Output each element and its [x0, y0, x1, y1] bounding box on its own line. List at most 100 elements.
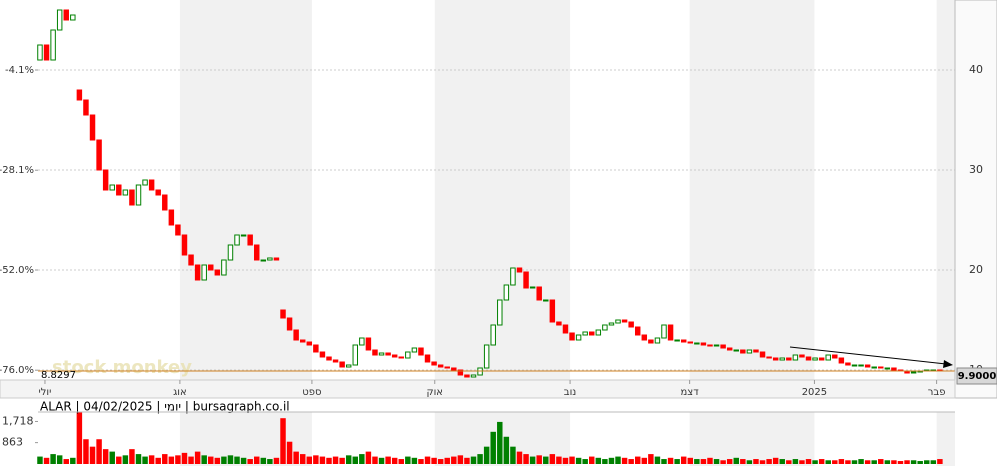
volume-bar	[43, 457, 50, 464]
volume-bar	[707, 457, 713, 464]
candle-down	[700, 342, 707, 346]
volume-bar	[142, 456, 148, 464]
volume-bar	[221, 456, 227, 464]
candle-up	[359, 337, 365, 346]
candle-down	[786, 357, 792, 361]
candle-up	[227, 244, 234, 261]
volume-bar	[864, 460, 871, 464]
info-line: ALAR | 04/02/2025 | יומי | bursagraph.co…	[40, 400, 290, 414]
candle-down	[83, 99, 89, 116]
candle-up	[56, 9, 63, 31]
volume-bar	[260, 457, 267, 464]
volume-bar	[398, 459, 404, 464]
axes: יוליאוגספטאוקנובדצמ2025פבר10203040-4.1%-…	[0, 63, 997, 449]
volume-bar	[286, 441, 293, 464]
volume-bar	[575, 457, 582, 464]
x-tick-label: 2025	[802, 387, 827, 398]
volume-bar	[845, 460, 851, 464]
volume-bar	[661, 459, 667, 464]
volume-bar	[122, 455, 129, 464]
candle-down	[726, 347, 733, 351]
candle-down	[437, 364, 444, 368]
candle-up	[122, 189, 129, 196]
candle-down	[838, 357, 845, 364]
volume-bar	[786, 460, 792, 464]
volume-tick-label: 1,718	[2, 414, 34, 427]
volume-bar	[569, 456, 575, 464]
volume-bar	[464, 457, 470, 464]
candle-down	[372, 349, 378, 356]
x-tick-label: אוק	[426, 387, 443, 398]
volume-bar	[904, 460, 910, 464]
volume-bar	[155, 457, 161, 464]
candle-up	[792, 354, 799, 361]
y2-tick-label: -52.0%	[0, 265, 34, 276]
volume-bar	[812, 460, 818, 464]
candle-down	[43, 44, 50, 61]
volume-bar	[214, 457, 221, 464]
candle-down	[168, 209, 175, 226]
candle-up	[135, 184, 142, 206]
volume-bar	[162, 454, 168, 464]
candle-down	[805, 356, 812, 361]
candle-down	[332, 359, 339, 363]
volume-bar	[543, 456, 549, 464]
volume-bar	[595, 457, 602, 464]
candle-up	[575, 334, 582, 341]
x-axis-strip	[0, 379, 956, 399]
volume-bar	[267, 459, 273, 464]
volume-bar	[720, 460, 726, 464]
volume-bar	[497, 421, 503, 464]
volume-bar	[299, 454, 306, 464]
volume-bar	[503, 436, 510, 464]
y2-tick-label: -76.0%	[0, 365, 34, 376]
volume-bar	[194, 451, 201, 464]
candle-up	[825, 354, 831, 361]
volume-bar	[37, 456, 43, 464]
volume-bar	[766, 459, 772, 464]
volume-bar	[832, 460, 838, 464]
candle-down	[556, 321, 562, 326]
volume-bar	[674, 459, 680, 464]
volume-bar	[589, 456, 595, 464]
volume-bar	[168, 456, 175, 464]
volume-bar	[687, 457, 694, 464]
candle-up	[483, 344, 490, 369]
candle-down	[753, 349, 759, 353]
volume-bar	[116, 456, 122, 464]
volume-bar	[878, 459, 884, 464]
candle-down	[680, 339, 687, 343]
candle-up	[201, 264, 207, 281]
candle-up	[503, 284, 510, 301]
volume-bar	[457, 455, 464, 464]
candle-down	[188, 254, 194, 266]
grid	[38, 69, 955, 371]
candle-down	[214, 269, 221, 276]
y2-tick-label: -28.1%	[0, 165, 34, 176]
candle-down	[536, 286, 542, 301]
candle-down	[76, 89, 83, 101]
candle-down	[254, 244, 260, 261]
candle-up	[733, 349, 739, 352]
volume-bar	[851, 460, 858, 464]
candle-up	[411, 347, 418, 353]
volume-tick-label: 863	[2, 436, 23, 449]
x-tick-label: דצמ	[681, 387, 700, 398]
volume-bar	[924, 460, 930, 464]
volume-bar	[516, 451, 523, 464]
volume-bar	[582, 459, 588, 464]
volume-bar	[365, 451, 372, 464]
candle-up	[378, 352, 385, 356]
volume-bar	[930, 460, 937, 464]
candle-down	[181, 234, 188, 256]
volume-bar	[667, 457, 674, 464]
candle-down	[759, 351, 766, 358]
volume-bar	[50, 454, 56, 464]
volume-bar	[713, 459, 720, 464]
candle-down	[89, 114, 96, 141]
volume-bar	[424, 456, 431, 464]
candle-down	[424, 354, 431, 363]
candle-up	[910, 371, 917, 374]
volume-bar	[694, 459, 700, 464]
month-stripe	[936, 412, 955, 466]
